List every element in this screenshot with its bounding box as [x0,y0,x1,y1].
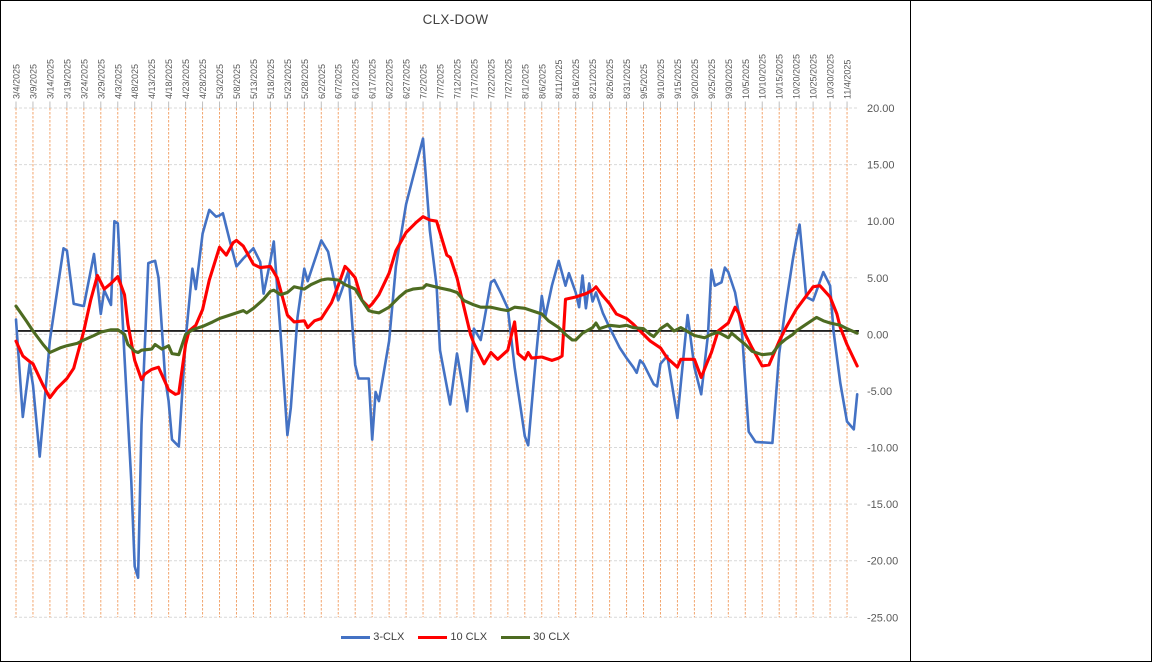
svg-text:5/18/2025: 5/18/2025 [266,59,276,99]
svg-text:9/15/2025: 9/15/2025 [673,59,683,99]
x-axis-date-labels: 3/4/2025 3/9/2025 3/14/2025 3/19/2025 3/24/2… [12,54,853,99]
svg-text:3/9/2025: 3/9/2025 [28,64,38,99]
svg-text:8/31/2025: 8/31/2025 [622,59,632,99]
svg-text:4/13/2025: 4/13/2025 [147,59,157,99]
svg-text:5/28/2025: 5/28/2025 [300,59,310,99]
series-line-3-CLX[interactable] [14,137,859,580]
svg-text:8/21/2025: 8/21/2025 [588,59,598,99]
svg-text:-25.00: -25.00 [867,612,898,624]
legend-label: 30 CLX [533,631,570,643]
svg-text:9/25/2025: 9/25/2025 [707,59,717,99]
svg-text:10/20/2025: 10/20/2025 [792,54,802,99]
svg-text:-15.00: -15.00 [867,499,898,511]
svg-text:10/5/2025: 10/5/2025 [741,59,751,99]
svg-text:8/26/2025: 8/26/2025 [605,59,615,99]
svg-text:5/8/2025: 5/8/2025 [232,64,242,99]
legend-item-30-clx[interactable]: 30 CLX [501,631,570,643]
svg-text:10/10/2025: 10/10/2025 [758,54,768,99]
legend-line-swatch-red [418,635,448,639]
svg-text:4/28/2025: 4/28/2025 [198,59,208,99]
svg-text:3/24/2025: 3/24/2025 [79,59,89,99]
svg-text:4/8/2025: 4/8/2025 [130,64,140,99]
svg-text:8/1/2025: 8/1/2025 [520,64,530,99]
svg-text:15.00: 15.00 [867,160,895,172]
svg-text:10/15/2025: 10/15/2025 [775,54,785,99]
legend-label: 10 CLX [450,631,488,643]
chart-object[interactable]: CLX-DOW 20.00 15.00 10.00 5.00 0.00 -5.00 -10.… [1,1,911,661]
svg-text:6/22/2025: 6/22/2025 [385,59,395,99]
svg-text:8/6/2025: 8/6/2025 [537,64,547,99]
series-line-10 CLX[interactable] [14,215,859,400]
svg-text:7/12/2025: 7/12/2025 [452,59,462,99]
svg-text:7/2/2025: 7/2/2025 [419,64,429,99]
horizontal-gridlines [14,107,859,618]
vertical-gridlines [15,108,848,618]
svg-text:8/16/2025: 8/16/2025 [571,59,581,99]
plot-area[interactable]: 20.00 15.00 10.00 5.00 0.00 -5.00 -10.00 -15.00… [1,1,910,661]
svg-text:5.00: 5.00 [867,273,888,285]
y-axis-labels: 20.00 15.00 10.00 5.00 0.00 -5.00 -10.00 -15.00… [867,103,898,624]
svg-text:10/25/2025: 10/25/2025 [809,54,819,99]
svg-text:9/30/2025: 9/30/2025 [724,59,734,99]
svg-text:10/30/2025: 10/30/2025 [826,54,836,99]
svg-text:5/3/2025: 5/3/2025 [215,64,225,99]
svg-text:6/12/2025: 6/12/2025 [351,59,361,99]
svg-text:4/3/2025: 4/3/2025 [113,64,123,99]
svg-text:9/20/2025: 9/20/2025 [690,59,700,99]
svg-text:6/27/2025: 6/27/2025 [402,59,412,99]
svg-text:9/5/2025: 9/5/2025 [639,64,649,99]
svg-text:4/23/2025: 4/23/2025 [181,59,191,99]
svg-text:3/19/2025: 3/19/2025 [62,59,72,99]
legend-line-swatch-blue [341,635,371,639]
legend[interactable]: 3-CLX 10 CLX 30 CLX [1,631,910,643]
svg-text:10.00: 10.00 [867,216,895,228]
svg-text:5/13/2025: 5/13/2025 [249,59,259,99]
svg-text:3/4/2025: 3/4/2025 [12,64,22,99]
svg-text:-10.00: -10.00 [867,443,898,455]
svg-text:6/2/2025: 6/2/2025 [317,64,327,99]
legend-line-swatch-green [501,635,531,639]
chart-title[interactable]: CLX-DOW [422,12,489,27]
svg-text:9/10/2025: 9/10/2025 [656,59,666,99]
svg-text:6/7/2025: 6/7/2025 [334,64,344,99]
svg-text:20.00: 20.00 [867,103,895,115]
svg-text:-5.00: -5.00 [867,386,892,398]
svg-text:-20.00: -20.00 [867,556,898,568]
svg-text:7/17/2025: 7/17/2025 [469,59,479,99]
legend-item-3-clx[interactable]: 3-CLX [341,631,404,643]
x-axis-ticks [15,101,848,108]
legend-item-10-clx[interactable]: 10 CLX [418,631,487,643]
svg-text:0.00: 0.00 [867,329,888,341]
svg-text:7/22/2025: 7/22/2025 [486,59,496,99]
svg-text:6/17/2025: 6/17/2025 [368,59,378,99]
svg-text:8/11/2025: 8/11/2025 [554,60,564,99]
svg-text:5/23/2025: 5/23/2025 [283,59,293,99]
svg-text:3/14/2025: 3/14/2025 [45,59,55,99]
legend-label: 3-CLX [373,631,405,643]
series-line-30 CLX[interactable] [14,277,859,357]
svg-text:7/7/2025: 7/7/2025 [436,64,446,99]
svg-text:11/4/2025: 11/4/2025 [843,60,853,99]
svg-text:4/18/2025: 4/18/2025 [164,59,174,99]
svg-text:3/29/2025: 3/29/2025 [96,59,106,99]
svg-text:7/27/2025: 7/27/2025 [503,59,513,99]
